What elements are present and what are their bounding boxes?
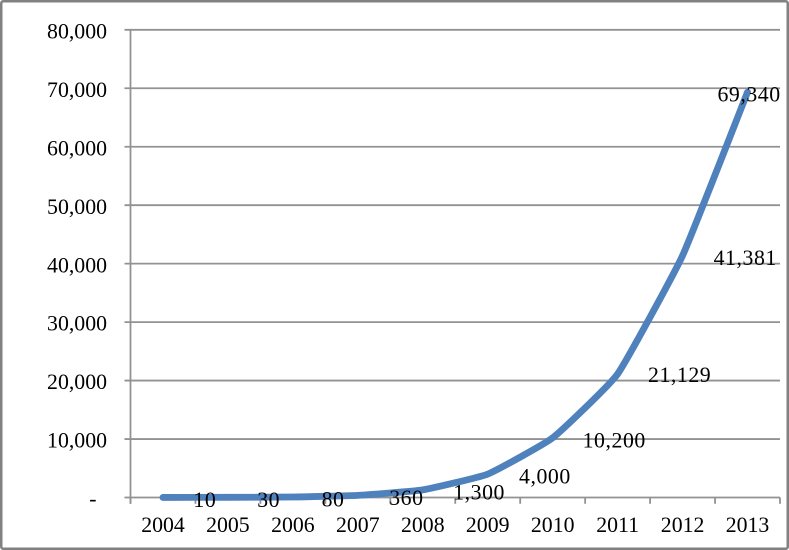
- svg-text:69,340: 69,340: [717, 82, 780, 106]
- svg-text:2006: 2006: [271, 513, 315, 537]
- svg-text:80,000: 80,000: [47, 19, 107, 43]
- svg-text:2010: 2010: [531, 513, 575, 537]
- svg-text:2008: 2008: [401, 513, 445, 537]
- svg-text:10,000: 10,000: [47, 429, 107, 453]
- svg-text:70,000: 70,000: [47, 78, 107, 102]
- svg-text:40,000: 40,000: [47, 253, 107, 277]
- svg-text:2012: 2012: [661, 513, 705, 537]
- svg-text:360: 360: [389, 486, 423, 510]
- svg-text:50,000: 50,000: [47, 195, 107, 219]
- svg-text:2004: 2004: [141, 513, 185, 537]
- svg-text:30: 30: [257, 488, 280, 512]
- svg-text:2013: 2013: [726, 513, 770, 537]
- svg-text:10,200: 10,200: [583, 429, 646, 453]
- svg-text:20,000: 20,000: [47, 370, 107, 394]
- svg-text:60,000: 60,000: [47, 136, 107, 160]
- svg-text:21,129: 21,129: [648, 363, 711, 387]
- svg-text:41,381: 41,381: [714, 246, 777, 270]
- svg-text:30,000: 30,000: [47, 312, 107, 336]
- svg-text:4,000: 4,000: [519, 465, 571, 489]
- svg-text:-: -: [89, 487, 96, 511]
- svg-text:2007: 2007: [336, 513, 380, 537]
- svg-text:1,300: 1,300: [453, 481, 505, 505]
- svg-text:2011: 2011: [596, 513, 639, 537]
- svg-text:80: 80: [322, 488, 345, 512]
- svg-text:2009: 2009: [466, 513, 510, 537]
- svg-text:2005: 2005: [206, 513, 250, 537]
- svg-text:10: 10: [193, 488, 216, 512]
